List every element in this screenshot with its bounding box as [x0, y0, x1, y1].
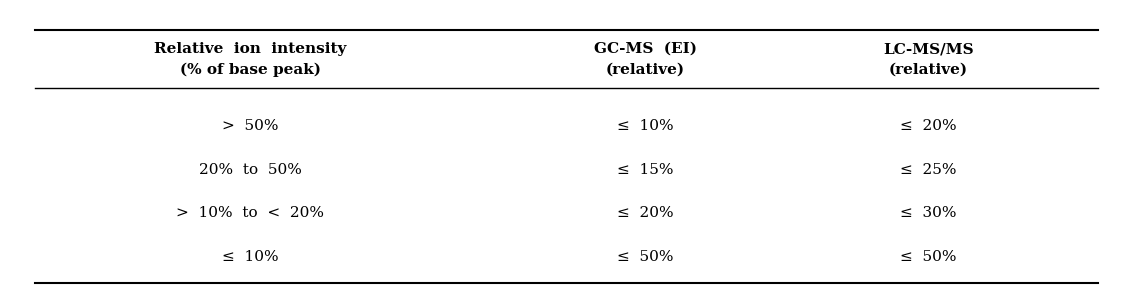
Text: LC-MS/MS
(relative): LC-MS/MS (relative): [883, 42, 973, 77]
Text: ≤  10%: ≤ 10%: [222, 250, 279, 264]
Text: ≤  15%: ≤ 15%: [617, 163, 674, 177]
Text: ≤  10%: ≤ 10%: [617, 119, 674, 133]
Text: ≤  30%: ≤ 30%: [900, 206, 956, 220]
Text: ≤  50%: ≤ 50%: [900, 250, 956, 264]
Text: Relative  ion  intensity
(% of base peak): Relative ion intensity (% of base peak): [154, 42, 347, 77]
Text: >  10%  to  <  20%: > 10% to < 20%: [176, 206, 324, 220]
Text: ≤  20%: ≤ 20%: [900, 119, 956, 133]
Text: GC-MS  (EI)
(relative): GC-MS (EI) (relative): [594, 42, 697, 77]
Text: ≤  50%: ≤ 50%: [617, 250, 674, 264]
Text: 20%  to  50%: 20% to 50%: [198, 163, 301, 177]
Text: ≤  20%: ≤ 20%: [617, 206, 674, 220]
Text: >  50%: > 50%: [222, 119, 279, 133]
Text: ≤  25%: ≤ 25%: [900, 163, 956, 177]
